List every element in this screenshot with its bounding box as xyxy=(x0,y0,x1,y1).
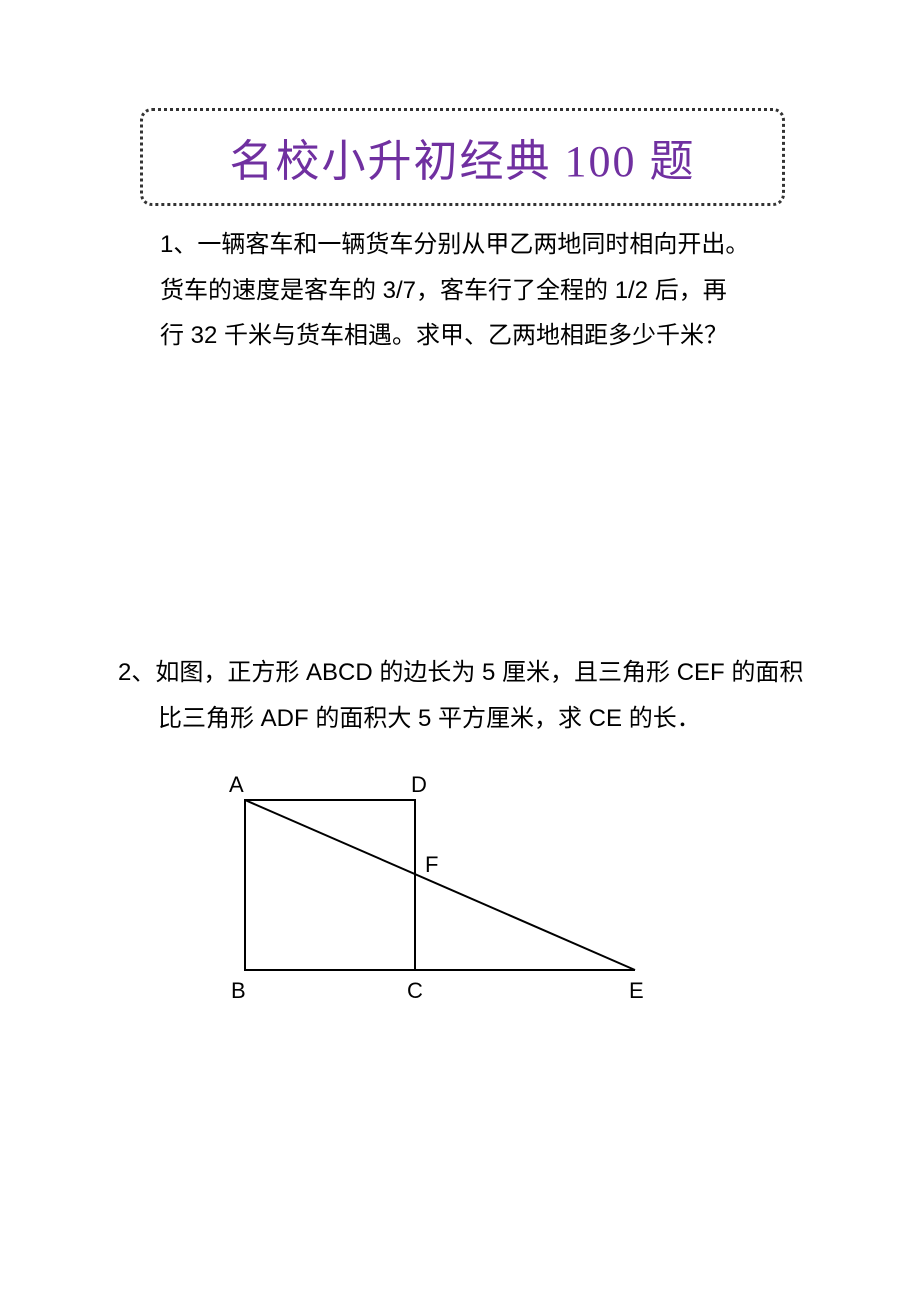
q1-line1: 1、一辆客车和一辆货车分别从甲乙两地同时相向开出。 xyxy=(160,231,749,258)
square-abcd xyxy=(245,800,415,970)
label-a: A xyxy=(229,772,244,798)
label-b: B xyxy=(231,978,246,1004)
label-e: E xyxy=(629,978,644,1004)
line-ae xyxy=(245,800,635,970)
label-c: C xyxy=(407,978,423,1004)
question-2: 2、如图，正方形 ABCD 的边长为 5 厘米，且三角形 CEF 的面积 比三角… xyxy=(118,650,818,741)
question-1: 1、一辆客车和一辆货车分别从甲乙两地同时相向开出。 货车的速度是客车的 3/7，… xyxy=(160,222,780,359)
title-box: 名校小升初经典 100 题 xyxy=(140,108,785,206)
q1-line2: 货车的速度是客车的 3/7，客车行了全程的 1/2 后，再 xyxy=(160,277,727,304)
diagram-svg xyxy=(215,770,655,1060)
geometry-diagram: A D F B C E xyxy=(215,770,655,1060)
label-d: D xyxy=(411,772,427,798)
q1-line3: 行 32 千米与货车相遇。求甲、乙两地相距多少千米？ xyxy=(160,322,728,349)
q2-line1: 2、如图，正方形 ABCD 的边长为 5 厘米，且三角形 CEF 的面积 xyxy=(118,659,803,686)
q2-line2: 比三角形 ADF 的面积大 5 平方厘米，求 CE 的长． xyxy=(118,696,818,742)
label-f: F xyxy=(425,852,438,878)
page-title: 名校小升初经典 100 题 xyxy=(230,125,696,189)
